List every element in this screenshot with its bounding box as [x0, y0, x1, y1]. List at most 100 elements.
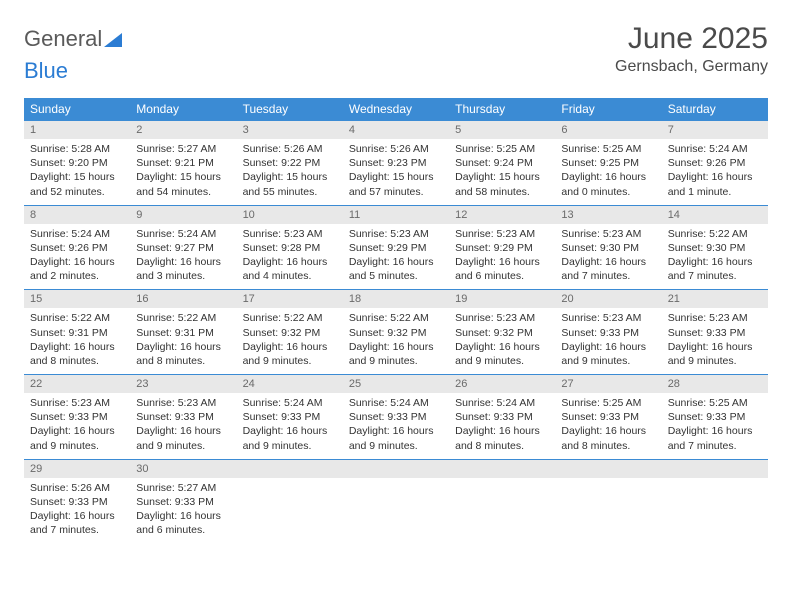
daylight-line: Daylight: 16 hours and 2 minutes. [30, 255, 124, 283]
daylight-line: Daylight: 16 hours and 9 minutes. [243, 340, 337, 368]
sunset-line: Sunset: 9:32 PM [243, 326, 337, 340]
sunrise-line: Sunrise: 5:23 AM [136, 396, 230, 410]
day-cell: Sunrise: 5:22 AMSunset: 9:32 PMDaylight:… [237, 308, 343, 374]
weekday-header: Tuesday [237, 98, 343, 121]
sunrise-line: Sunrise: 5:27 AM [136, 481, 230, 495]
weekday-header: Wednesday [343, 98, 449, 121]
day-content-row: Sunrise: 5:22 AMSunset: 9:31 PMDaylight:… [24, 308, 768, 374]
day-number: 13 [555, 205, 661, 224]
sunset-line: Sunset: 9:33 PM [455, 410, 549, 424]
day-number-row: 22232425262728 [24, 375, 768, 394]
day-number: 3 [237, 121, 343, 140]
logo: General [24, 22, 122, 52]
sunset-line: Sunset: 9:33 PM [30, 410, 124, 424]
sunrise-line: Sunrise: 5:28 AM [30, 142, 124, 156]
day-cell: Sunrise: 5:24 AMSunset: 9:26 PMDaylight:… [24, 224, 130, 290]
daylight-line: Daylight: 16 hours and 8 minutes. [136, 340, 230, 368]
day-cell: Sunrise: 5:26 AMSunset: 9:22 PMDaylight:… [237, 139, 343, 205]
day-number [237, 459, 343, 478]
day-number: 12 [449, 205, 555, 224]
logo-text-2: Blue [24, 58, 68, 83]
day-cell [555, 478, 661, 544]
sunset-line: Sunset: 9:29 PM [455, 241, 549, 255]
calendar-table: SundayMondayTuesdayWednesdayThursdayFrid… [24, 98, 768, 543]
day-cell: Sunrise: 5:24 AMSunset: 9:33 PMDaylight:… [343, 393, 449, 459]
day-cell: Sunrise: 5:23 AMSunset: 9:33 PMDaylight:… [24, 393, 130, 459]
day-number: 5 [449, 121, 555, 140]
sunset-line: Sunset: 9:33 PM [668, 326, 762, 340]
daylight-line: Daylight: 15 hours and 54 minutes. [136, 170, 230, 198]
day-number: 16 [130, 290, 236, 309]
day-number: 6 [555, 121, 661, 140]
sunset-line: Sunset: 9:33 PM [668, 410, 762, 424]
day-cell: Sunrise: 5:27 AMSunset: 9:21 PMDaylight:… [130, 139, 236, 205]
day-cell: Sunrise: 5:23 AMSunset: 9:33 PMDaylight:… [555, 308, 661, 374]
sunrise-line: Sunrise: 5:24 AM [30, 227, 124, 241]
calendar-page: General June 2025 Gernsbach, Germany Blu… [0, 0, 792, 565]
day-cell: Sunrise: 5:25 AMSunset: 9:25 PMDaylight:… [555, 139, 661, 205]
day-content-row: Sunrise: 5:26 AMSunset: 9:33 PMDaylight:… [24, 478, 768, 544]
month-title: June 2025 [615, 22, 768, 56]
day-cell: Sunrise: 5:23 AMSunset: 9:29 PMDaylight:… [449, 224, 555, 290]
daylight-line: Daylight: 15 hours and 58 minutes. [455, 170, 549, 198]
sunrise-line: Sunrise: 5:24 AM [349, 396, 443, 410]
sunset-line: Sunset: 9:33 PM [30, 495, 124, 509]
day-number: 26 [449, 375, 555, 394]
day-cell: Sunrise: 5:23 AMSunset: 9:29 PMDaylight:… [343, 224, 449, 290]
sunrise-line: Sunrise: 5:24 AM [668, 142, 762, 156]
day-number: 4 [343, 121, 449, 140]
daylight-line: Daylight: 16 hours and 9 minutes. [349, 424, 443, 452]
day-cell [237, 478, 343, 544]
day-cell: Sunrise: 5:23 AMSunset: 9:32 PMDaylight:… [449, 308, 555, 374]
day-cell: Sunrise: 5:22 AMSunset: 9:31 PMDaylight:… [24, 308, 130, 374]
day-cell: Sunrise: 5:23 AMSunset: 9:33 PMDaylight:… [662, 308, 768, 374]
sunrise-line: Sunrise: 5:23 AM [455, 227, 549, 241]
weekday-header: Monday [130, 98, 236, 121]
sunrise-line: Sunrise: 5:23 AM [30, 396, 124, 410]
day-cell: Sunrise: 5:26 AMSunset: 9:33 PMDaylight:… [24, 478, 130, 544]
title-block: June 2025 Gernsbach, Germany [615, 22, 768, 76]
sunrise-line: Sunrise: 5:25 AM [561, 396, 655, 410]
day-cell: Sunrise: 5:23 AMSunset: 9:33 PMDaylight:… [130, 393, 236, 459]
day-cell: Sunrise: 5:28 AMSunset: 9:20 PMDaylight:… [24, 139, 130, 205]
daylight-line: Daylight: 16 hours and 9 minutes. [243, 424, 337, 452]
day-number: 10 [237, 205, 343, 224]
sunset-line: Sunset: 9:20 PM [30, 156, 124, 170]
day-content-row: Sunrise: 5:23 AMSunset: 9:33 PMDaylight:… [24, 393, 768, 459]
day-cell: Sunrise: 5:27 AMSunset: 9:33 PMDaylight:… [130, 478, 236, 544]
location: Gernsbach, Germany [615, 58, 768, 76]
daylight-line: Daylight: 16 hours and 8 minutes. [30, 340, 124, 368]
sunset-line: Sunset: 9:33 PM [561, 326, 655, 340]
weekday-header: Thursday [449, 98, 555, 121]
sunrise-line: Sunrise: 5:27 AM [136, 142, 230, 156]
sunrise-line: Sunrise: 5:23 AM [349, 227, 443, 241]
day-cell: Sunrise: 5:26 AMSunset: 9:23 PMDaylight:… [343, 139, 449, 205]
sunset-line: Sunset: 9:33 PM [561, 410, 655, 424]
sunrise-line: Sunrise: 5:26 AM [243, 142, 337, 156]
sunrise-line: Sunrise: 5:22 AM [349, 311, 443, 325]
sunrise-line: Sunrise: 5:25 AM [561, 142, 655, 156]
sunset-line: Sunset: 9:25 PM [561, 156, 655, 170]
day-number: 8 [24, 205, 130, 224]
daylight-line: Daylight: 16 hours and 9 minutes. [30, 424, 124, 452]
sunset-line: Sunset: 9:31 PM [136, 326, 230, 340]
day-cell [343, 478, 449, 544]
sunset-line: Sunset: 9:33 PM [243, 410, 337, 424]
daylight-line: Daylight: 15 hours and 55 minutes. [243, 170, 337, 198]
sunset-line: Sunset: 9:33 PM [136, 410, 230, 424]
day-cell [662, 478, 768, 544]
weekday-header: Saturday [662, 98, 768, 121]
sunset-line: Sunset: 9:29 PM [349, 241, 443, 255]
sunset-line: Sunset: 9:26 PM [668, 156, 762, 170]
sunrise-line: Sunrise: 5:24 AM [243, 396, 337, 410]
daylight-line: Daylight: 15 hours and 52 minutes. [30, 170, 124, 198]
daylight-line: Daylight: 16 hours and 6 minutes. [136, 509, 230, 537]
sunset-line: Sunset: 9:23 PM [349, 156, 443, 170]
day-cell [449, 478, 555, 544]
logo-triangle-icon [104, 31, 122, 47]
day-number: 19 [449, 290, 555, 309]
daylight-line: Daylight: 16 hours and 6 minutes. [455, 255, 549, 283]
day-number [449, 459, 555, 478]
day-number-row: 15161718192021 [24, 290, 768, 309]
day-cell: Sunrise: 5:23 AMSunset: 9:28 PMDaylight:… [237, 224, 343, 290]
